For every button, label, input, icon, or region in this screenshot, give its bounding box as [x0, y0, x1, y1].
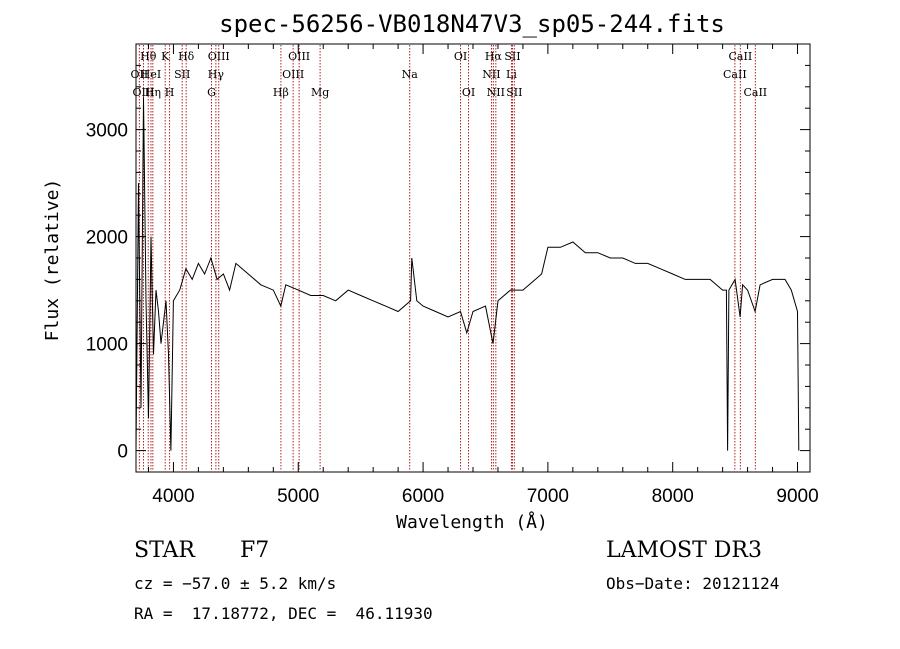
line-label-18: OI [462, 86, 475, 99]
y-tick-label-0: 0 [117, 442, 128, 463]
x-axis-label: Wavelength (Å) [396, 511, 548, 533]
y-axis: 0 1000 2000 3000 [86, 43, 810, 473]
spectral-line-labels: OII OIII Hθ HeI Hη K SII H Hδ OIII Hγ G OIII OIII Hβ Mg… [131, 50, 768, 99]
line-label-17: OI [454, 50, 467, 63]
x-tick-label-0: 4000 [152, 486, 194, 507]
line-label-8: Hδ [178, 50, 195, 63]
line-label-14: Hβ [273, 86, 289, 99]
x-tick-label-2: 6000 [402, 486, 444, 507]
line-label-24: SII [506, 86, 522, 99]
x-tick-label-3: 7000 [527, 486, 569, 507]
line-label-15: Mg [311, 86, 329, 99]
x-tick-label-5: 9000 [776, 486, 818, 507]
redshift-value: cz = −57.0 ± 5.2 km/s [134, 574, 337, 593]
line-label-22: SII [504, 50, 520, 63]
line-label-7: H [165, 86, 175, 99]
x-axis: 4000 5000 6000 7000 8000 9000 [147, 44, 819, 507]
plot-frame [135, 43, 811, 473]
line-label-11: G [207, 86, 216, 99]
y-tick-label-3: 3000 [86, 121, 128, 142]
line-label-25: CaII [729, 50, 753, 63]
x-tick-label-4: 8000 [652, 486, 694, 507]
y-tick-label-2: 2000 [86, 228, 128, 249]
line-label-1: OIII [132, 86, 154, 99]
spectrum-line [135, 97, 800, 451]
line-label-16: Na [402, 68, 419, 81]
line-label-27: CaII [743, 86, 767, 99]
line-label-13: OIII [282, 68, 304, 81]
subclass: F7 [240, 538, 270, 563]
x-tick-label-1: 5000 [277, 486, 319, 507]
line-label-21: NII [487, 86, 505, 99]
chart-title: spec-56256-VB018N47V3_sp05-244.fits [219, 10, 725, 38]
survey-name: LAMOST DR3 [606, 538, 762, 563]
object-class: STAR [134, 538, 195, 563]
coordinates: RA = 17.18772, DEC = 46.11930 [134, 604, 433, 623]
line-label-20: NII [482, 68, 500, 81]
line-label-23: Li [506, 68, 517, 81]
line-label-12: OIII [288, 50, 310, 63]
y-tick-label-1: 1000 [86, 335, 128, 356]
line-label-2: Hθ [140, 50, 157, 63]
line-label-26: CaII [723, 68, 747, 81]
obs-date: Obs−Date: 20121124 [606, 574, 780, 593]
line-label-3: HeI [141, 68, 161, 81]
line-label-6: SII [174, 68, 190, 81]
y-axis-label: Flux (relative) [42, 179, 63, 342]
line-label-19: Hα [485, 50, 503, 63]
line-label-0: OII [131, 68, 149, 81]
line-label-9: OIII [208, 50, 230, 63]
line-label-10: Hγ [208, 68, 225, 81]
line-label-5: K [161, 50, 170, 63]
spectral-line-markers [138, 45, 756, 471]
line-label-4: Hη [145, 86, 161, 99]
